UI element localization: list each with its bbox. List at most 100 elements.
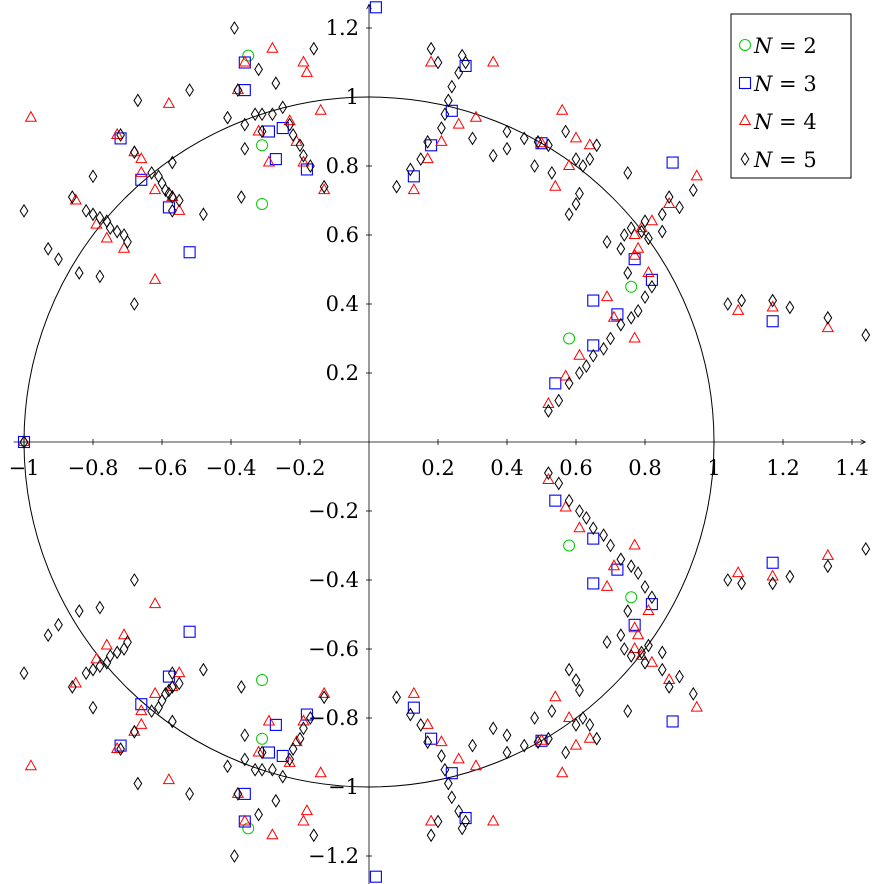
data-point <box>690 169 703 181</box>
data-point <box>616 628 626 643</box>
data-point <box>623 266 633 280</box>
x-tick-label: −0.4 <box>206 456 257 480</box>
data-point <box>256 732 269 745</box>
data-point <box>642 265 655 277</box>
data-point <box>549 494 562 507</box>
data-point <box>662 196 676 208</box>
data-point <box>535 733 548 745</box>
legend: N = 2 N = 3 N = 4 N = 5 <box>730 13 852 179</box>
data-point <box>644 231 653 246</box>
data-point <box>300 804 314 816</box>
data-point <box>123 234 132 249</box>
data-point <box>823 310 833 325</box>
data-point <box>675 200 684 215</box>
data-point <box>256 674 269 687</box>
data-point <box>43 241 53 256</box>
data-point <box>766 300 779 312</box>
data-point <box>454 804 464 819</box>
data-point <box>88 662 98 677</box>
data-point <box>167 203 177 218</box>
data-point <box>549 690 562 702</box>
data-point <box>602 635 612 650</box>
x-tick-label: 0.2 <box>421 456 454 480</box>
data-point <box>457 48 467 63</box>
data-point <box>664 680 674 694</box>
data-point <box>119 228 129 242</box>
data-point <box>295 731 305 746</box>
data-point <box>626 221 636 236</box>
data-point <box>433 55 443 70</box>
data-point <box>295 138 305 153</box>
data-point <box>128 724 141 736</box>
data-point <box>167 155 177 170</box>
data-point <box>407 686 421 698</box>
data-point <box>619 228 629 242</box>
data-point <box>199 662 208 677</box>
data-point <box>167 666 177 681</box>
data-point <box>130 145 139 160</box>
data-point <box>416 152 426 167</box>
data-point <box>564 493 574 508</box>
data-point <box>599 528 608 543</box>
data-point <box>230 21 239 35</box>
data-point <box>544 466 553 480</box>
data-point <box>575 366 584 380</box>
data-point <box>240 752 250 767</box>
data-point <box>116 742 125 756</box>
data-point <box>233 83 243 98</box>
legend-marker <box>738 76 752 90</box>
data-point <box>24 759 38 771</box>
data-point <box>766 556 779 569</box>
data-point <box>95 600 105 615</box>
data-point <box>223 110 232 125</box>
data-point <box>607 559 621 571</box>
legend-label: N = 2 <box>753 34 817 58</box>
data-point <box>19 435 29 449</box>
data-point <box>645 598 658 611</box>
data-point <box>662 673 676 685</box>
x-tick-label: 0.6 <box>559 456 592 480</box>
data-point <box>117 628 131 640</box>
data-point <box>242 822 255 835</box>
data-point <box>640 579 650 594</box>
data-point <box>640 214 650 229</box>
data-point <box>647 590 657 605</box>
data-point <box>571 152 581 167</box>
data-point <box>564 662 574 677</box>
data-point <box>100 638 113 650</box>
data-point <box>257 107 267 122</box>
data-point <box>240 728 250 743</box>
data-point <box>161 686 170 701</box>
data-point <box>369 870 382 883</box>
data-point <box>135 698 148 711</box>
data-point <box>110 742 124 754</box>
legend-marker <box>738 113 752 125</box>
data-point <box>314 766 327 778</box>
data-point <box>583 138 596 150</box>
data-point <box>157 176 167 191</box>
data-point <box>231 786 245 798</box>
data-point <box>487 814 500 826</box>
data-point <box>785 569 795 584</box>
data-point <box>100 231 113 243</box>
data-point <box>278 769 288 784</box>
data-point <box>230 849 239 863</box>
data-point <box>544 404 553 418</box>
data-point <box>519 131 529 146</box>
legend-label: N = 5 <box>753 148 817 172</box>
data-point <box>440 762 450 777</box>
data-point <box>128 145 141 157</box>
data-point <box>564 376 574 391</box>
data-point <box>95 210 105 225</box>
data-point <box>723 297 733 311</box>
data-point <box>616 552 626 567</box>
data-point <box>861 328 871 342</box>
data-point <box>502 124 512 139</box>
data-point <box>424 55 438 67</box>
data-point <box>573 521 586 533</box>
data-point <box>690 700 703 712</box>
data-point <box>487 55 500 67</box>
data-point <box>130 297 139 311</box>
legend-label: N = 4 <box>753 110 817 134</box>
